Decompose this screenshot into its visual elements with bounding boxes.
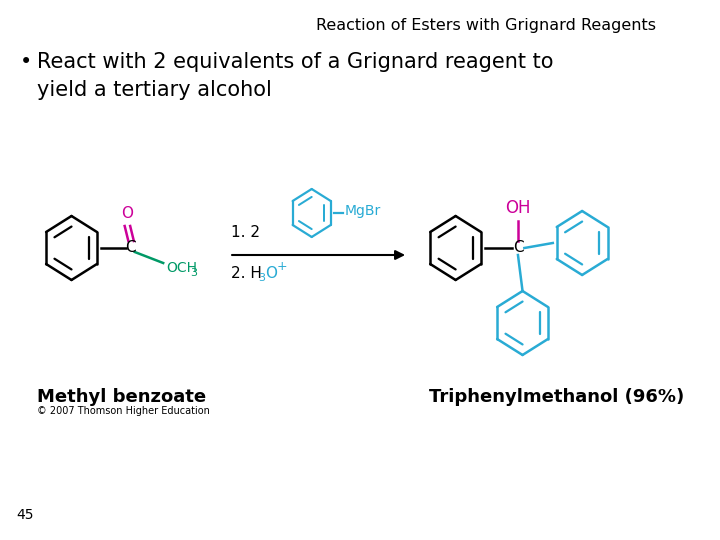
Text: 1. 2: 1. 2	[231, 225, 260, 240]
Text: 2. H: 2. H	[231, 266, 262, 280]
Text: React with 2 equivalents of a Grignard reagent to
yield a tertiary alcohol: React with 2 equivalents of a Grignard r…	[37, 52, 553, 100]
Text: C: C	[125, 240, 135, 255]
Text: 45: 45	[17, 508, 34, 522]
Text: 3: 3	[190, 268, 197, 278]
Text: +: +	[277, 260, 287, 273]
Text: Triphenylmethanol (96%): Triphenylmethanol (96%)	[429, 388, 684, 406]
Text: •: •	[20, 52, 32, 72]
Text: OH: OH	[505, 199, 531, 217]
Text: Reaction of Esters with Grignard Reagents: Reaction of Esters with Grignard Reagent…	[316, 18, 656, 33]
Text: O: O	[122, 206, 133, 220]
Text: O: O	[265, 266, 277, 280]
Text: 3: 3	[258, 273, 266, 283]
Text: C: C	[513, 240, 523, 255]
Text: MgBr: MgBr	[345, 204, 381, 218]
Text: OCH: OCH	[166, 261, 197, 275]
Text: Methyl benzoate: Methyl benzoate	[37, 388, 206, 406]
Text: © 2007 Thomson Higher Education: © 2007 Thomson Higher Education	[37, 406, 210, 416]
